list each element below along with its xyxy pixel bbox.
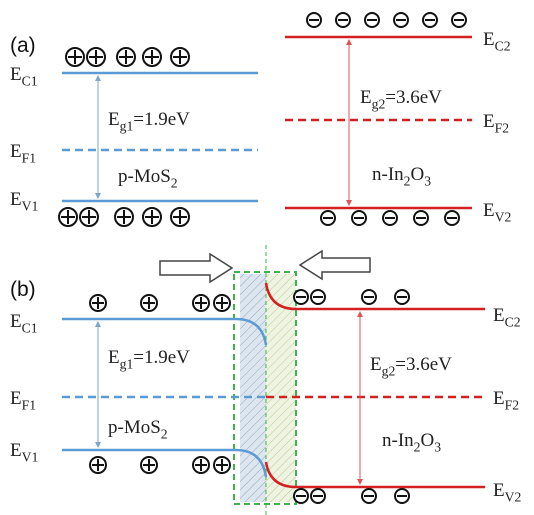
label-part: E <box>483 111 495 132</box>
label-part: C2 <box>495 38 511 53</box>
level-label: EC1 <box>10 64 38 88</box>
label-part: E <box>370 354 382 375</box>
ec1-line <box>62 317 268 346</box>
label-part: V2 <box>495 209 512 224</box>
ec2-line <box>264 282 485 311</box>
label-part: E <box>10 141 22 162</box>
label-part: 3 <box>424 173 431 188</box>
label-part: p-MoS <box>118 166 171 187</box>
junction-box <box>233 271 297 505</box>
label-part: E <box>483 29 495 50</box>
level-label: EV1 <box>10 440 38 464</box>
label-part: C1 <box>22 320 38 335</box>
depletion-n <box>266 274 296 502</box>
panel-label: (a) <box>10 34 36 57</box>
level-label: EF1 <box>10 141 36 165</box>
label-part: E <box>483 200 495 221</box>
level-label: EV2 <box>483 200 511 224</box>
panel-b-junction <box>159 245 371 515</box>
label-part: V1 <box>22 198 39 213</box>
label-part: C2 <box>505 314 521 329</box>
label-part: =1.9eV <box>133 109 190 130</box>
material-label: n-In2O3 <box>382 430 441 454</box>
bandgap-label: Eg1=1.9eV <box>108 347 190 371</box>
label-part: E <box>108 109 120 130</box>
label-part: =1.9eV <box>133 347 190 368</box>
label-part: E <box>493 480 505 501</box>
label-part: g2 <box>382 363 396 378</box>
label-part: n-In <box>372 164 404 185</box>
bandgap-label: Eg2=3.6eV <box>370 354 452 378</box>
label-part: 2 <box>414 439 421 454</box>
panel-b-lines <box>62 282 485 489</box>
label-part: O <box>421 430 435 451</box>
label-part: p-MoS <box>108 417 161 438</box>
material-label: p-MoS2 <box>108 417 168 441</box>
label-part: F1 <box>22 150 37 165</box>
label-part: 2 <box>171 175 178 190</box>
label-part: E <box>493 305 505 326</box>
ev2-line <box>264 461 485 489</box>
label-part: O <box>411 164 425 185</box>
label-part: E <box>493 388 505 409</box>
level-label: EV2 <box>493 480 521 504</box>
label-part: 2 <box>161 426 168 441</box>
bandgap-label: Eg2=3.6eV <box>360 87 442 111</box>
ev1-line <box>62 448 268 478</box>
label-part: F2 <box>505 397 520 412</box>
label-part: =3.6eV <box>385 87 442 108</box>
label-part: E <box>360 87 372 108</box>
label-part: =3.6eV <box>395 354 452 375</box>
level-label: EF2 <box>493 388 519 412</box>
level-label: EV1 <box>10 189 38 213</box>
label-part: E <box>10 189 22 210</box>
level-label: EF1 <box>10 388 36 412</box>
label-part: V2 <box>505 489 522 504</box>
label-part: 2 <box>404 173 411 188</box>
label-part: E <box>10 440 22 461</box>
level-label: EC1 <box>10 311 38 335</box>
panel-label: (b) <box>10 278 36 301</box>
charges <box>58 12 467 504</box>
bandgap-label: Eg1=1.9eV <box>108 109 190 133</box>
level-label: EC2 <box>493 305 521 329</box>
label-part: E <box>10 311 22 332</box>
drift-arrow <box>298 249 371 281</box>
label-part: E <box>108 347 120 368</box>
panel-a-lines <box>62 35 472 210</box>
level-label: EF2 <box>483 111 509 135</box>
drift-arrow <box>159 252 234 284</box>
label-part: C1 <box>22 73 38 88</box>
label-part: F2 <box>495 120 510 135</box>
label-part: F1 <box>22 397 37 412</box>
label-part: n-In <box>382 430 414 451</box>
label-part: g2 <box>372 96 386 111</box>
label-part: g1 <box>120 356 134 371</box>
label-part: E <box>10 388 22 409</box>
label-part: g1 <box>120 118 134 133</box>
material-label: n-In2O3 <box>372 164 431 188</box>
label-part: E <box>10 64 22 85</box>
material-label: p-MoS2 <box>118 166 178 190</box>
depletion-p <box>240 274 266 502</box>
label-part: 3 <box>434 439 441 454</box>
label-part: V1 <box>22 449 39 464</box>
level-label: EC2 <box>483 29 511 53</box>
